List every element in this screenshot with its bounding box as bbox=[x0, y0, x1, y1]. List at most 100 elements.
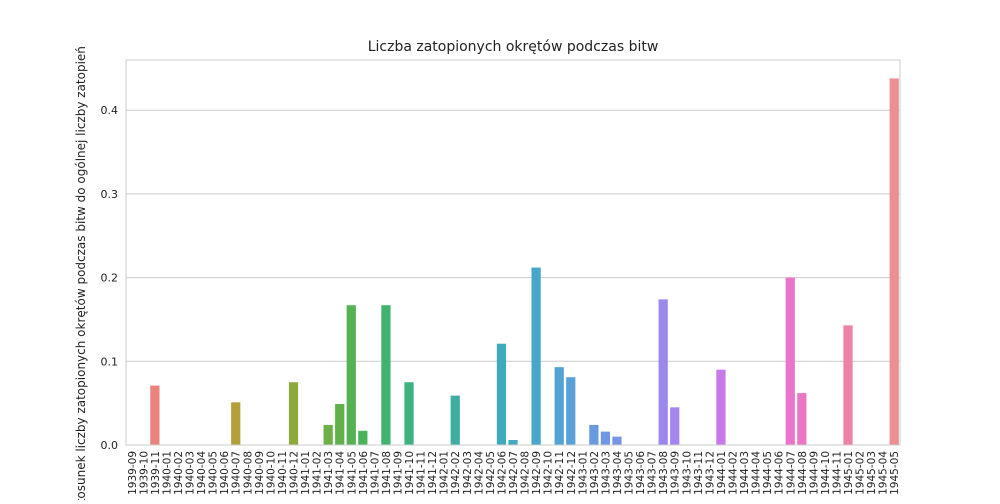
y-axis-label: Stosunek liczby zatopionych okrętów podc… bbox=[74, 46, 88, 500]
bar-1942-06 bbox=[496, 343, 507, 445]
bar-1943-03 bbox=[600, 431, 611, 445]
x-tick-label: 1940-03 bbox=[185, 451, 197, 495]
x-tick-label: 1944-10 bbox=[820, 451, 832, 495]
x-axis-ticks: 1939-09 1939-10 1939-11 1940-01 1940-02 1940-… bbox=[127, 451, 901, 495]
x-tick-label: 1942-05 bbox=[485, 451, 497, 495]
x-tick-label: 1941-12 bbox=[427, 451, 439, 495]
x-tick-label: 1942-03 bbox=[462, 451, 474, 495]
x-tick-label: 1944-03 bbox=[739, 451, 751, 495]
x-tick-label: 1942-09 bbox=[531, 451, 543, 495]
bar-1941-10 bbox=[404, 382, 414, 445]
x-tick-label: 1944-11 bbox=[831, 451, 843, 495]
grid-lines bbox=[126, 109, 900, 446]
bar-1943-02 bbox=[589, 424, 599, 445]
x-tick-label: 1941-06 bbox=[358, 451, 370, 495]
bar-1942-09 bbox=[531, 267, 541, 445]
bar-1944-08 bbox=[797, 393, 807, 445]
x-tick-label: 1942-06 bbox=[496, 451, 508, 495]
x-tick-label: 1944-01 bbox=[716, 451, 728, 495]
x-tick-label: 1940-09 bbox=[254, 451, 266, 495]
y-axis-ticks: 0.0 0.1 0.2 0.3 0.4 bbox=[101, 104, 119, 452]
bar-1939-11 bbox=[150, 385, 160, 445]
x-tick-label: 1942-07 bbox=[508, 451, 520, 495]
bar-1943-04 bbox=[612, 436, 622, 445]
x-tick-label: 1941-08 bbox=[381, 451, 393, 495]
bar-1940-12 bbox=[288, 382, 299, 445]
x-tick-label: 1945-01 bbox=[843, 451, 855, 495]
bar-1944-01 bbox=[716, 369, 726, 445]
x-tick-label: 1940-01 bbox=[161, 451, 173, 495]
x-tick-label: 1944-06 bbox=[774, 451, 786, 495]
x-tick-label: 1945-05 bbox=[889, 451, 901, 495]
bar-1941-08 bbox=[381, 305, 391, 445]
x-tick-label: 1943-05 bbox=[624, 451, 636, 495]
x-tick-label: 1943-11 bbox=[693, 451, 705, 495]
x-tick-label: 1942-04 bbox=[473, 451, 485, 495]
x-tick-label: 1942-11 bbox=[554, 451, 566, 495]
x-tick-label: 1945-03 bbox=[866, 451, 878, 495]
y-tick-label: 0.1 bbox=[101, 355, 119, 368]
plot-frame bbox=[125, 59, 901, 446]
x-tick-label: 1940-08 bbox=[242, 451, 254, 495]
x-tick-label: 1943-02 bbox=[589, 451, 601, 495]
bar-1942-02 bbox=[450, 395, 460, 445]
x-tick-label: 1939-11 bbox=[150, 451, 162, 495]
x-tick-label: 1942-12 bbox=[566, 451, 578, 495]
x-tick-label: 1941-01 bbox=[300, 451, 312, 495]
x-tick-label: 1940-02 bbox=[173, 451, 185, 495]
x-tick-label: 1941-10 bbox=[404, 451, 416, 495]
bar-1945-01 bbox=[843, 325, 853, 445]
x-tick-label: 1941-04 bbox=[335, 451, 347, 495]
x-tick-label: 1943-07 bbox=[647, 451, 659, 495]
x-tick-label: 1940-06 bbox=[219, 451, 231, 495]
bar-1943-09 bbox=[670, 407, 680, 445]
y-tick-label: 0.4 bbox=[101, 104, 119, 117]
x-tick-label: 1940-07 bbox=[231, 451, 243, 495]
x-tick-label: 1940-05 bbox=[208, 451, 220, 495]
x-tick-label: 1940-11 bbox=[277, 451, 289, 495]
bar-1941-05 bbox=[346, 305, 356, 445]
x-tick-label: 1944-08 bbox=[797, 451, 809, 495]
bar-1942-11 bbox=[554, 367, 564, 445]
x-tick-label: 1942-08 bbox=[520, 451, 532, 495]
bar-1942-07 bbox=[508, 439, 518, 445]
x-tick-label: 1943-09 bbox=[670, 451, 682, 495]
bar-1941-06 bbox=[358, 430, 368, 445]
x-tick-label: 1944-05 bbox=[762, 451, 774, 495]
x-tick-label: 1941-05 bbox=[346, 451, 358, 495]
bar-1941-04 bbox=[335, 403, 345, 445]
x-tick-label: 1943-12 bbox=[704, 451, 716, 495]
chart-title: Liczba zatopionych okrętów podczas bitw bbox=[368, 39, 659, 55]
x-tick-label: 1942-10 bbox=[543, 451, 555, 495]
x-tick-label: 1939-09 bbox=[127, 451, 139, 495]
bar-1940-07 bbox=[231, 402, 241, 445]
x-tick-label: 1945-04 bbox=[878, 451, 890, 495]
x-tick-label: 1941-07 bbox=[369, 451, 381, 495]
y-tick-label: 0.0 bbox=[101, 439, 119, 452]
x-tick-label: 1945-02 bbox=[855, 451, 867, 495]
x-tick-label: 1942-01 bbox=[439, 451, 451, 495]
x-tick-label: 1942-02 bbox=[450, 451, 462, 495]
x-tick-label: 1944-09 bbox=[808, 451, 820, 495]
x-tick-label: 1940-04 bbox=[196, 451, 208, 495]
x-tick-label: 1944-02 bbox=[727, 451, 739, 495]
x-tick-label: 1941-02 bbox=[312, 451, 324, 495]
x-tick-label: 1941-03 bbox=[323, 451, 335, 495]
bars bbox=[150, 78, 899, 446]
y-tick-label: 0.3 bbox=[101, 188, 119, 201]
x-tick-label: 1944-07 bbox=[785, 451, 797, 495]
x-tick-label: 1940-12 bbox=[289, 451, 301, 495]
bar-1943-08 bbox=[658, 299, 668, 445]
y-tick-label: 0.2 bbox=[101, 272, 119, 285]
x-tick-label: 1941-09 bbox=[392, 451, 404, 495]
x-tick-label: 1939-10 bbox=[138, 451, 150, 495]
bar-1941-03 bbox=[323, 424, 333, 445]
x-tick-label: 1940-10 bbox=[265, 451, 277, 495]
x-tick-label: 1943-01 bbox=[577, 451, 589, 495]
x-tick-label: 1944-04 bbox=[751, 451, 763, 495]
bar-1942-12 bbox=[566, 377, 576, 445]
x-tick-label: 1943-04 bbox=[612, 451, 624, 495]
bar-1944-07 bbox=[785, 277, 795, 445]
